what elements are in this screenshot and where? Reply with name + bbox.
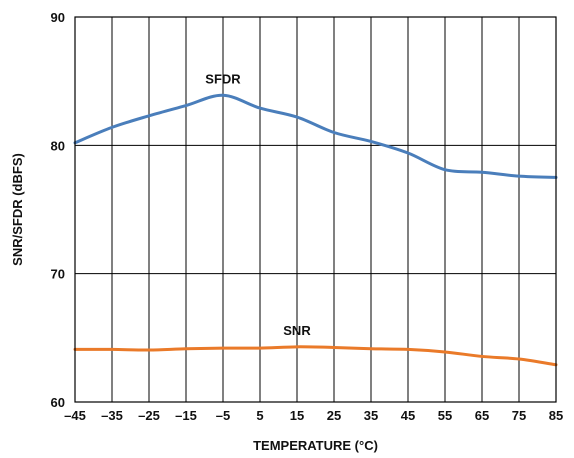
x-tick-label: –25: [138, 408, 160, 423]
y-tick-label: 90: [51, 10, 65, 25]
plot-frame: [74, 16, 557, 403]
x-axis-label: TEMPERATURE (°C): [253, 438, 378, 453]
x-tick-label: 25: [327, 408, 341, 423]
sfdr-series-label: SFDR: [205, 71, 241, 86]
sfdr-line: [73, 93, 558, 179]
snr-series-label: SNR: [283, 323, 311, 338]
y-tick-label: 70: [51, 267, 65, 282]
y-axis-label: SNR/SFDR (dBFS): [10, 153, 25, 266]
grid: [74, 16, 557, 403]
series-labels: SFDR SNR: [205, 71, 311, 338]
x-tick-label: 35: [364, 408, 378, 423]
y-tick-label: 60: [51, 395, 65, 410]
x-tick-label: 15: [290, 408, 304, 423]
x-tick-label: –5: [216, 408, 230, 423]
x-tick-label: 75: [512, 408, 526, 423]
x-tick-label: –45: [64, 408, 86, 423]
y-tick-label: 80: [51, 138, 65, 153]
snr-line: [73, 345, 558, 367]
x-tick-label: –35: [101, 408, 123, 423]
x-tick-label: 65: [475, 408, 489, 423]
x-tick-label: 85: [549, 408, 563, 423]
series-layer: [73, 93, 558, 367]
x-tick-label: 45: [401, 408, 415, 423]
x-tick-label: –15: [175, 408, 197, 423]
x-tick-label: 55: [438, 408, 452, 423]
y-tick-labels: 60 70 80 90: [51, 10, 65, 410]
x-tick-label: 5: [256, 408, 263, 423]
x-tick-labels: –45 –35 –25 –15 –5 5 15 25 35 45 55 65 75 85: [64, 408, 563, 423]
